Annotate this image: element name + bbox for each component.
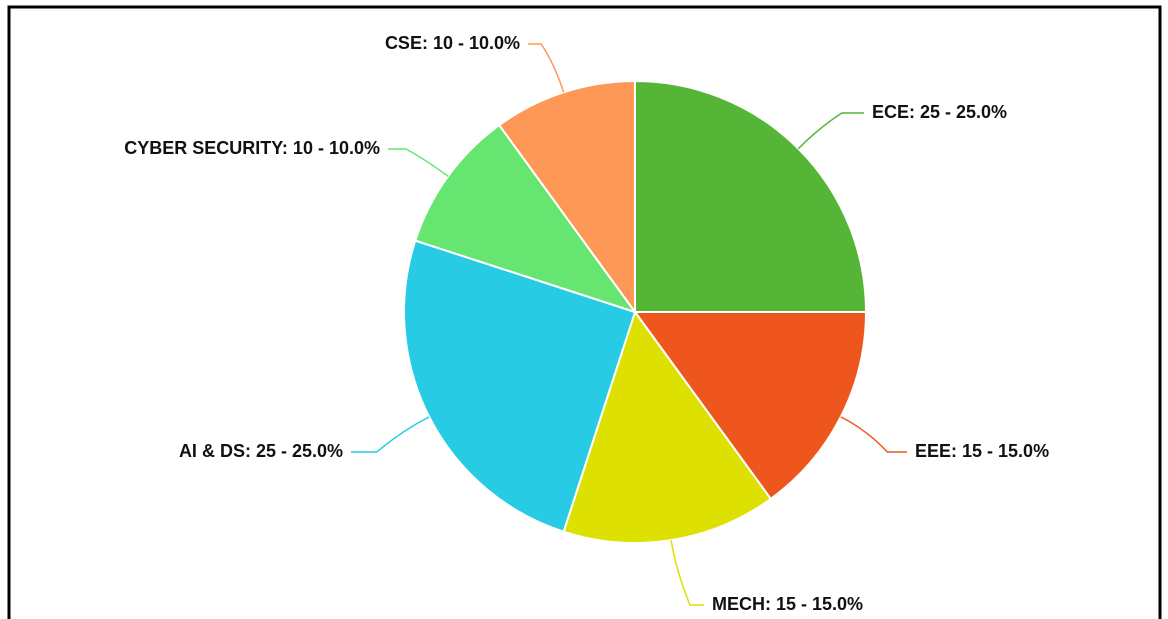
pie-slice [634,79,868,313]
slice-label: CYBER SECURITY: 10 - 10.0% [124,138,380,158]
leader-line [840,416,907,453]
slice-label: CSE: 10 - 10.0% [385,33,520,53]
frame [7,5,1162,619]
slice-label: AI & DS: 25 - 25.0% [179,441,343,461]
pie-slice [414,123,638,314]
leader-line [388,148,449,177]
pie-slice [403,239,637,533]
pie-slice [497,79,636,316]
leader-line [670,540,704,606]
leader-line [528,43,565,93]
slice-label: EEE: 15 - 15.0% [915,441,1049,461]
pie-slice [633,311,868,501]
pie-slice [562,309,773,544]
slice-label: MECH: 15 - 15.0% [712,594,863,614]
slice-label: ECE: 25 - 25.0% [872,102,1007,122]
leader-line [351,416,430,453]
leader-line [797,112,864,150]
